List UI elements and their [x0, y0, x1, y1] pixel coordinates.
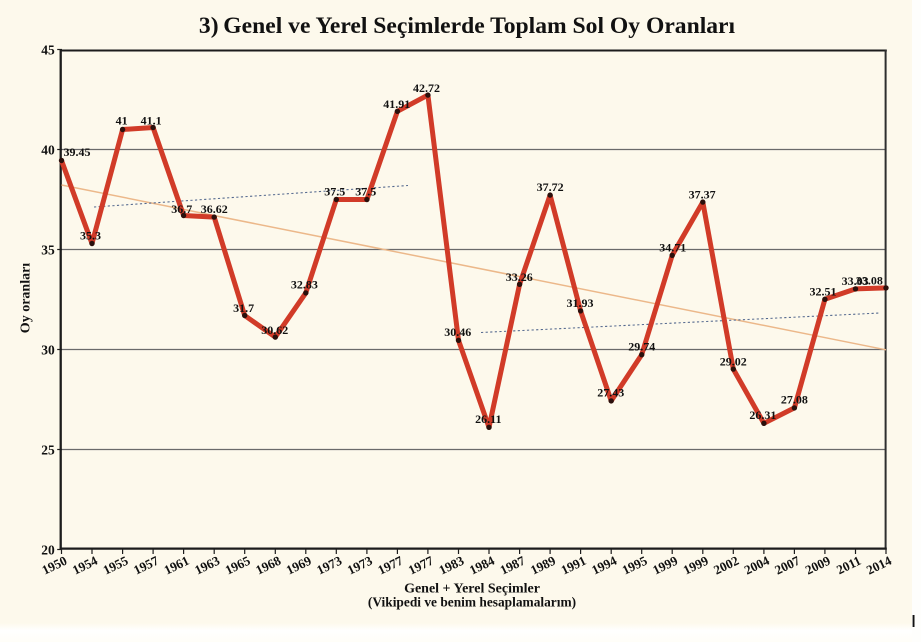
svg-text:(Vikipedi ve benim hesaplamala: (Vikipedi ve benim hesaplamalarım): [368, 595, 576, 610]
svg-text:1999: 1999: [681, 552, 711, 577]
svg-text:37.5: 37.5: [324, 185, 345, 199]
svg-text:32.51: 32.51: [810, 285, 837, 299]
svg-text:37.5: 37.5: [355, 185, 376, 199]
svg-text:41: 41: [116, 113, 128, 127]
svg-text:2007: 2007: [772, 552, 802, 577]
svg-text:1973: 1973: [314, 552, 344, 577]
svg-text:32.83: 32.83: [291, 278, 318, 292]
svg-text:1955: 1955: [100, 552, 130, 577]
svg-text:1968: 1968: [253, 552, 283, 577]
svg-text:1994: 1994: [589, 552, 619, 577]
svg-text:29.74: 29.74: [628, 340, 655, 354]
svg-text:37.72: 37.72: [537, 180, 564, 194]
svg-text:35.3: 35.3: [80, 228, 101, 242]
svg-text:1954: 1954: [70, 552, 100, 577]
svg-text:31.93: 31.93: [567, 296, 594, 310]
svg-text:2011: 2011: [834, 553, 863, 578]
svg-text:36.7: 36.7: [171, 202, 192, 216]
svg-text:2002: 2002: [711, 553, 741, 578]
svg-text:1965: 1965: [223, 552, 253, 577]
svg-text:Oy oranları: Oy oranları: [19, 263, 34, 333]
svg-text:Genel + Yerel Seçimler: Genel + Yerel Seçimler: [404, 582, 540, 597]
svg-text:1999: 1999: [650, 552, 680, 577]
svg-text:41.91: 41.91: [383, 97, 410, 111]
svg-text:40: 40: [41, 142, 55, 157]
svg-text:1963: 1963: [192, 552, 222, 577]
svg-text:33.26: 33.26: [506, 270, 533, 284]
svg-text:2014: 2014: [864, 552, 894, 577]
svg-text:1957: 1957: [131, 552, 161, 577]
svg-text:30.62: 30.62: [261, 323, 288, 337]
svg-text:29.02: 29.02: [720, 354, 747, 368]
svg-text:1969: 1969: [284, 552, 314, 577]
svg-text:33.08: 33.08: [856, 274, 883, 288]
svg-text:1991: 1991: [558, 553, 588, 578]
svg-text:1961: 1961: [161, 553, 191, 578]
svg-text:1983: 1983: [436, 552, 466, 577]
svg-text:27.43: 27.43: [597, 386, 624, 400]
svg-text:39.45: 39.45: [64, 145, 91, 159]
svg-text:1973: 1973: [345, 552, 375, 577]
svg-text:1989: 1989: [528, 552, 558, 577]
svg-text:34.71: 34.71: [659, 240, 686, 254]
svg-text:30: 30: [41, 342, 55, 357]
svg-text:1984: 1984: [467, 552, 497, 577]
svg-text:1977: 1977: [375, 552, 405, 577]
svg-text:37.37: 37.37: [689, 188, 716, 202]
svg-text:1977: 1977: [406, 552, 436, 577]
svg-text:1987: 1987: [497, 552, 527, 577]
svg-text:25: 25: [41, 442, 55, 457]
svg-text:30.46: 30.46: [444, 325, 471, 339]
svg-text:27.08: 27.08: [781, 393, 808, 407]
svg-text:33.03: 33.03: [842, 274, 869, 288]
svg-text:20: 20: [41, 542, 55, 557]
svg-text:45: 45: [41, 42, 55, 57]
svg-text:2009: 2009: [803, 552, 833, 577]
svg-text:2004: 2004: [742, 552, 772, 577]
svg-text:26.31: 26.31: [749, 408, 776, 422]
svg-text:42.72: 42.72: [413, 81, 440, 95]
svg-text:31.7: 31.7: [233, 301, 254, 315]
svg-text:36.62: 36.62: [201, 202, 228, 216]
svg-text:1995: 1995: [620, 552, 650, 577]
svg-text:3) Genel ve Yerel Seçimlerde T: 3) Genel ve Yerel Seçimlerde Toplam Sol …: [199, 13, 736, 39]
svg-text:26.11: 26.11: [475, 412, 501, 426]
svg-text:35: 35: [41, 242, 55, 257]
svg-text:41.1: 41.1: [141, 114, 162, 128]
